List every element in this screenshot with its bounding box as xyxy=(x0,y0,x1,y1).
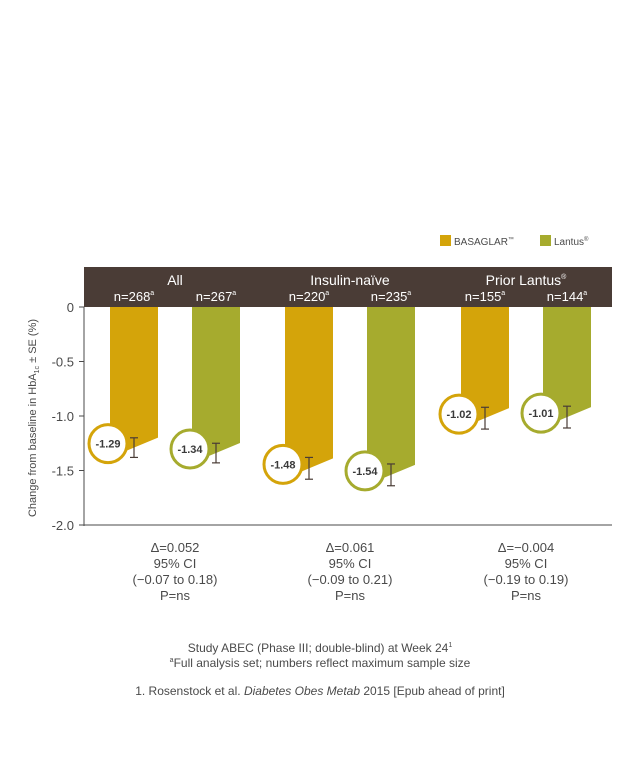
legend-name: BASAGLAR xyxy=(454,237,508,248)
group-label-text: Insulin-naïve xyxy=(310,272,390,288)
stat-line: P=ns xyxy=(335,588,365,603)
value-badge xyxy=(344,450,386,492)
bar-basaglar xyxy=(285,307,333,479)
sample-size-label: n=144a xyxy=(547,289,588,304)
stat-line: P=ns xyxy=(160,588,190,603)
bar-lantus xyxy=(192,307,240,464)
legend-label-basaglar: BASAGLAR™ xyxy=(454,236,514,248)
stat-line: (−0.09 to 0.21) xyxy=(308,572,393,587)
stat-line: (−0.07 to 0.18) xyxy=(133,572,218,587)
sample-size-mark: a xyxy=(150,290,154,297)
sample-size-text: n=144 xyxy=(547,289,584,304)
data-label: -1.48 xyxy=(270,459,295,471)
y-axis-title: Change from baseline in HbA1c ± SE (%) xyxy=(27,319,41,517)
sample-size-mark: a xyxy=(501,290,505,297)
analysis-footnote: aFull analysis set; numbers reflect maxi… xyxy=(0,656,640,670)
y-tick-label: -0.5 xyxy=(52,355,74,370)
y-axis-title-rest: ± SE (%) xyxy=(27,319,39,366)
legend-mark: ® xyxy=(584,236,589,243)
y-axis-title-subscript: 1c xyxy=(34,365,41,373)
sample-size-label: n=268a xyxy=(114,289,155,304)
stat-line: Δ=0.061 xyxy=(326,540,375,555)
stat-line: P=ns xyxy=(511,588,541,603)
stat-line: Δ=−0.004 xyxy=(498,540,554,555)
sample-size-text: n=220 xyxy=(289,289,326,304)
legend-swatch-basaglar xyxy=(440,235,451,246)
y-tick-label: -2.0 xyxy=(52,518,74,533)
analysis-text: Full analysis set; numbers reflect maxim… xyxy=(173,656,471,670)
sample-size-text: n=235 xyxy=(371,289,408,304)
sample-size-mark: a xyxy=(583,290,587,297)
reference: 1. Rosenstock et al. Diabetes Obes Metab… xyxy=(0,684,640,698)
sample-size-label: n=267a xyxy=(196,289,237,304)
sample-size-mark: a xyxy=(407,290,411,297)
group-label: Prior Lantus® xyxy=(486,272,567,288)
analysis-footnote-mark: a xyxy=(169,657,174,664)
group-label-text: All xyxy=(167,272,183,288)
bar-lantus xyxy=(367,307,415,485)
value-badge xyxy=(87,423,129,465)
group-label-mark: ® xyxy=(561,273,567,281)
stat-line: (−0.19 to 0.19) xyxy=(484,572,569,587)
study-footnote: Study ABEC (Phase III; double-blind) at … xyxy=(0,641,640,655)
stat-line: 95% CI xyxy=(154,556,197,571)
sample-size-label: n=220a xyxy=(289,289,330,304)
data-label: -1.54 xyxy=(352,466,378,478)
legend-label-lantus: Lantus® xyxy=(554,236,589,248)
data-label: -1.01 xyxy=(528,408,553,420)
sample-size-label: n=155a xyxy=(465,289,506,304)
data-label: -1.34 xyxy=(177,444,203,456)
y-tick-label: -1.0 xyxy=(52,409,74,424)
legend-mark: ™ xyxy=(508,236,514,243)
stat-line: 95% CI xyxy=(329,556,372,571)
value-badge xyxy=(520,392,562,434)
stat-line: Δ=0.052 xyxy=(151,540,200,555)
group-header-band xyxy=(84,267,612,307)
study-footnote-mark: 1 xyxy=(448,642,453,649)
legend-swatch-lantus xyxy=(540,235,551,246)
legend-name: Lantus xyxy=(554,237,584,248)
sample-size-mark: a xyxy=(232,290,236,297)
y-tick-label: -1.5 xyxy=(52,464,74,479)
sample-size-label: n=235a xyxy=(371,289,412,304)
value-badge xyxy=(169,428,211,470)
group-label: All xyxy=(167,272,183,288)
reference-authors: 1. Rosenstock et al. xyxy=(135,684,244,698)
reference-journal: Diabetes Obes Metab xyxy=(243,684,360,698)
stat-line: 95% CI xyxy=(505,556,548,571)
sample-size-text: n=267 xyxy=(196,289,233,304)
data-label: -1.02 xyxy=(446,409,471,421)
y-axis-title-main: Change from baseline in HbA xyxy=(27,373,39,517)
data-label: -1.29 xyxy=(95,439,120,451)
bar-basaglar xyxy=(110,307,158,458)
group-label-text: Prior Lantus xyxy=(486,272,561,288)
study-text: Study ABEC (Phase III; double-blind) at … xyxy=(187,641,449,655)
reference-details: 2015 [Epub ahead of print] xyxy=(360,684,505,698)
bar-lantus xyxy=(543,307,591,428)
value-badge xyxy=(262,443,304,485)
value-badge xyxy=(438,393,480,435)
sample-size-mark: a xyxy=(325,290,329,297)
group-label: Insulin-naïve xyxy=(310,272,390,288)
bar-basaglar xyxy=(461,307,509,429)
sample-size-text: n=155 xyxy=(465,289,502,304)
y-tick-label: 0 xyxy=(67,300,74,315)
sample-size-text: n=268 xyxy=(114,289,151,304)
